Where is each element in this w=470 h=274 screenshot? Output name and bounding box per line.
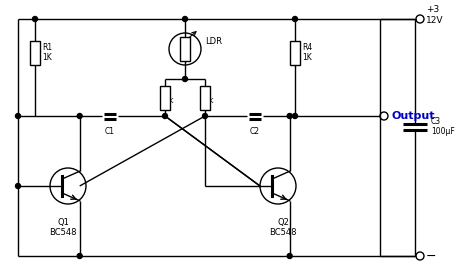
- Bar: [200, 85, 210, 110]
- Circle shape: [16, 113, 21, 118]
- Bar: [160, 85, 170, 110]
- Circle shape: [182, 16, 188, 21]
- Circle shape: [203, 113, 207, 118]
- Text: C2: C2: [250, 127, 260, 136]
- Circle shape: [287, 113, 292, 118]
- Text: +3
12V: +3 12V: [426, 5, 444, 25]
- Circle shape: [16, 184, 21, 189]
- Text: Q2
BC548: Q2 BC548: [269, 218, 297, 237]
- Bar: [290, 41, 300, 64]
- Text: C3
100μF: C3 100μF: [431, 117, 455, 136]
- Text: C1: C1: [105, 127, 115, 136]
- Circle shape: [182, 76, 188, 81]
- Bar: [180, 37, 190, 61]
- Text: R3
47K: R3 47K: [200, 91, 214, 104]
- Circle shape: [287, 253, 292, 258]
- Circle shape: [292, 16, 298, 21]
- Circle shape: [32, 16, 38, 21]
- Circle shape: [163, 113, 167, 118]
- Text: Output: Output: [392, 111, 436, 121]
- Text: Q1
BC548: Q1 BC548: [49, 218, 77, 237]
- Text: R2
47K: R2 47K: [160, 91, 174, 104]
- Text: −: −: [426, 250, 437, 262]
- Circle shape: [292, 113, 298, 118]
- Circle shape: [77, 113, 82, 118]
- Text: R1
1K: R1 1K: [42, 43, 52, 62]
- Circle shape: [77, 253, 82, 258]
- Text: R4
1K: R4 1K: [302, 43, 312, 62]
- Bar: [30, 41, 40, 64]
- Text: LDR: LDR: [205, 36, 222, 45]
